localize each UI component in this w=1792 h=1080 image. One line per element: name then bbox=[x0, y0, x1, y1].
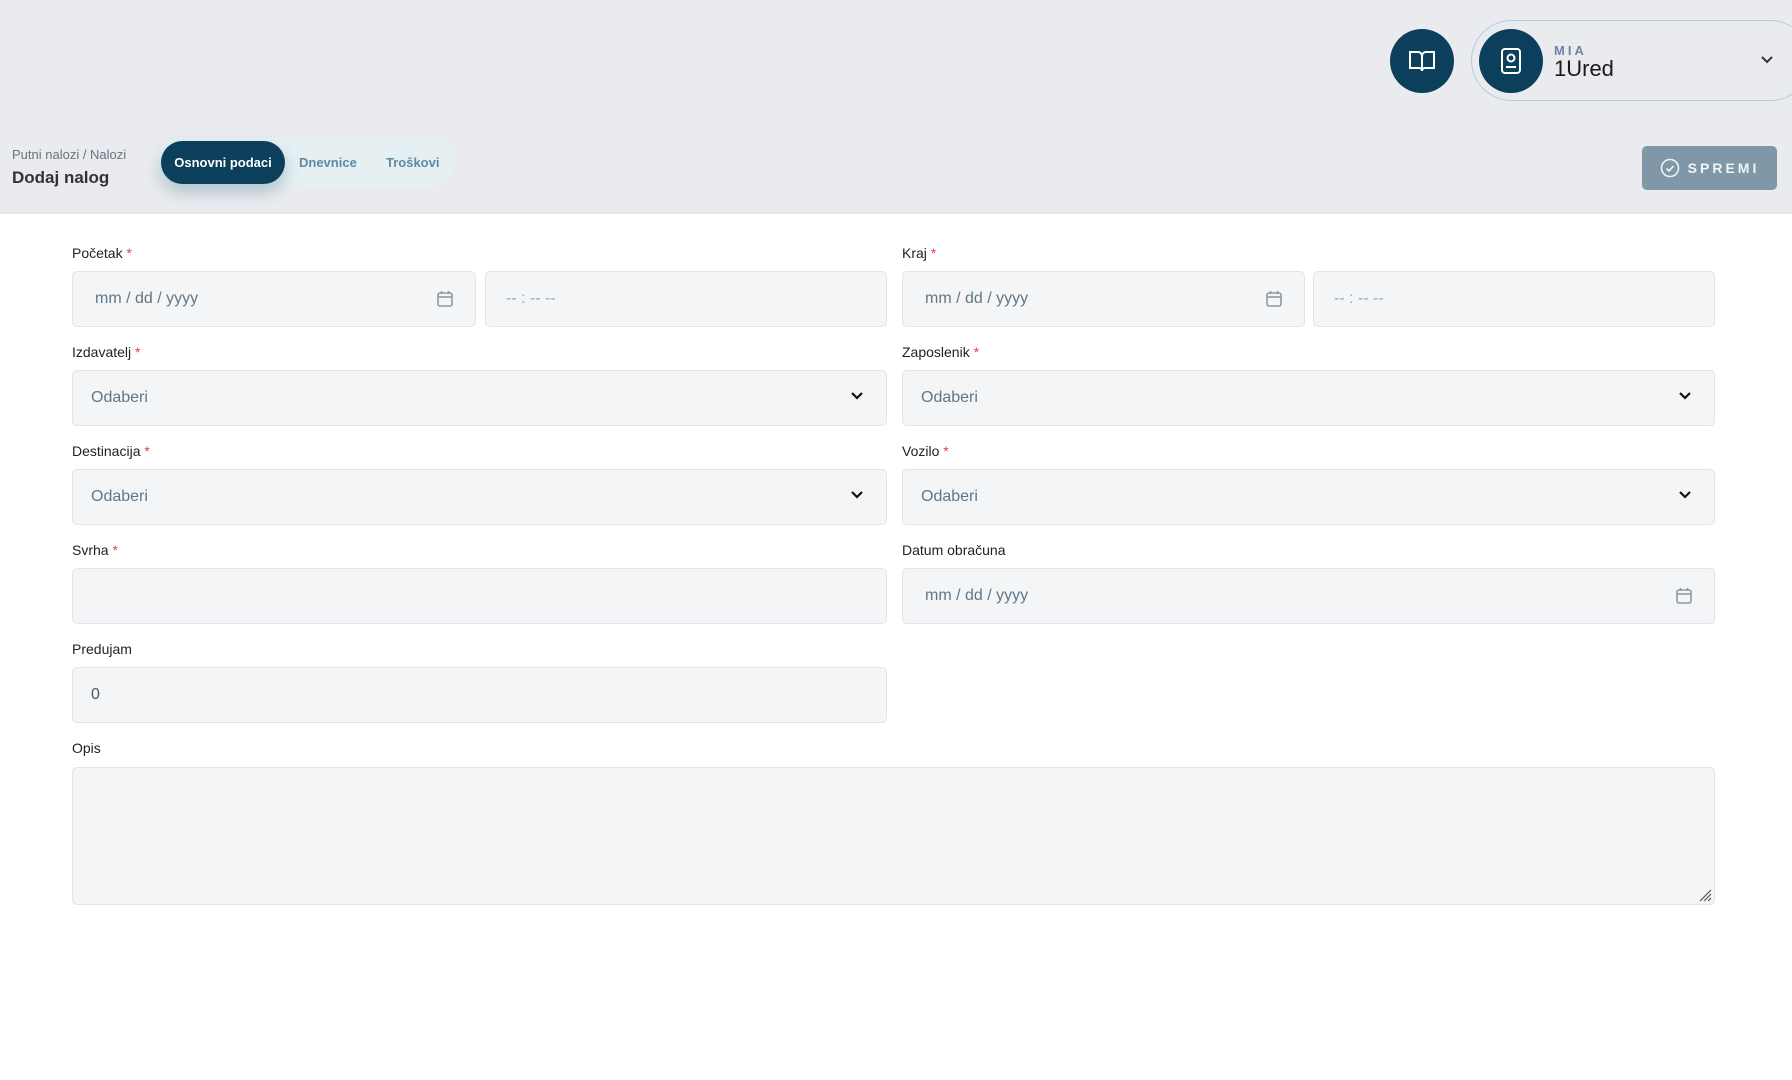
zaposlenik-select[interactable]: Odaberi bbox=[902, 370, 1715, 426]
id-badge-icon bbox=[1501, 48, 1521, 74]
destinacija-select[interactable]: Odaberi bbox=[72, 469, 887, 525]
opis-textarea[interactable] bbox=[72, 767, 1715, 905]
page-title: Dodaj nalog bbox=[12, 168, 110, 187]
pocetak-time-input[interactable]: -- : -- -- bbox=[485, 271, 887, 327]
opis-label: Opis bbox=[72, 740, 101, 756]
chevron-down-icon bbox=[851, 392, 863, 400]
svrha-input[interactable] bbox=[72, 568, 887, 624]
breadcrumb: Putni nalozi / Nalozi bbox=[12, 147, 127, 162]
kraj-time-input[interactable]: -- : -- -- bbox=[1313, 271, 1715, 327]
resize-handle-icon[interactable] bbox=[1698, 888, 1712, 902]
save-label: SPREMI bbox=[1687, 160, 1760, 176]
book-open-icon bbox=[1409, 51, 1435, 72]
calendar-icon[interactable] bbox=[1676, 587, 1692, 605]
organization-switcher[interactable] bbox=[1471, 20, 1792, 101]
tab-dnevnice[interactable]: Dnevnice bbox=[299, 155, 357, 170]
tab-osnovni-podaci[interactable]: Osnovni podaci bbox=[161, 141, 285, 184]
check-circle-icon bbox=[1660, 158, 1679, 178]
calendar-icon[interactable] bbox=[1266, 290, 1282, 308]
predujam-input[interactable]: 0 bbox=[72, 667, 887, 723]
chevron-down-icon[interactable] bbox=[1760, 55, 1774, 65]
tab-troskovi[interactable]: Troškovi bbox=[386, 155, 440, 170]
pocetak-date-input[interactable]: mm / dd / yyyy bbox=[72, 271, 476, 327]
manual-button[interactable] bbox=[1390, 29, 1454, 93]
zaposlenik-label: Zaposlenik * bbox=[902, 344, 980, 360]
org-name: 1Ured bbox=[1554, 56, 1614, 81]
organization-avatar bbox=[1479, 29, 1543, 93]
tab-bar: Osnovni podaci Dnevnice Troškovi bbox=[157, 137, 455, 188]
org-label: MIA bbox=[1554, 43, 1587, 58]
destinacija-label: Destinacija * bbox=[72, 443, 150, 459]
izdavatelj-select[interactable]: Odaberi bbox=[72, 370, 887, 426]
chevron-down-icon bbox=[1679, 491, 1691, 499]
chevron-down-icon bbox=[1679, 392, 1691, 400]
kraj-date-input[interactable]: mm / dd / yyyy bbox=[902, 271, 1305, 327]
svrha-label: Svrha * bbox=[72, 542, 118, 558]
izdavatelj-label: Izdavatelj * bbox=[72, 344, 141, 360]
kraj-label: Kraj * bbox=[902, 245, 937, 261]
save-button[interactable]: SPREMI bbox=[1642, 146, 1777, 190]
datum-obracuna-label: Datum obračuna bbox=[902, 542, 1006, 558]
pocetak-label: Početak * bbox=[72, 245, 132, 261]
vozilo-label: Vozilo * bbox=[902, 443, 949, 459]
calendar-icon[interactable] bbox=[437, 290, 453, 308]
datum-obracuna-input[interactable]: mm / dd / yyyy bbox=[902, 568, 1715, 624]
chevron-down-icon bbox=[851, 491, 863, 499]
predujam-label: Predujam bbox=[72, 641, 132, 657]
vozilo-select[interactable]: Odaberi bbox=[902, 469, 1715, 525]
